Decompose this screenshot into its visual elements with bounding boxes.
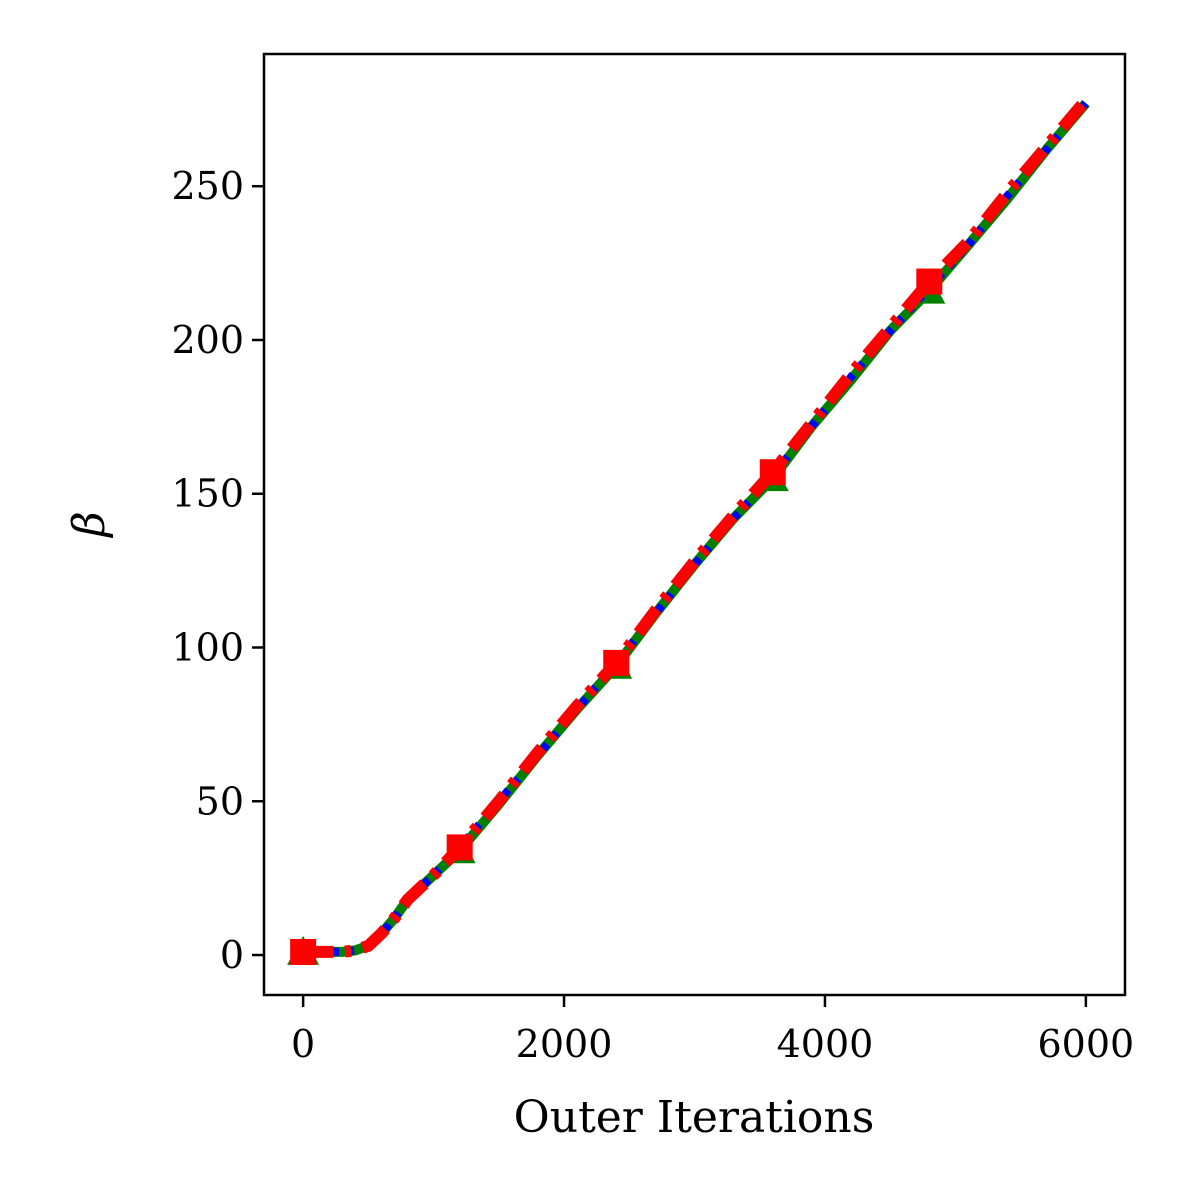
series-marker-2 (290, 938, 317, 965)
y-tick-label: 200 (171, 318, 244, 362)
y-axis-label: β (64, 511, 115, 538)
series-marker-2 (603, 649, 630, 676)
series-line-1 (303, 100, 1089, 956)
plot-area (287, 96, 1091, 965)
x-axis-label: Outer Iterations (514, 1092, 875, 1143)
series-line-2 (303, 96, 1091, 958)
series-marker-2 (446, 834, 473, 861)
y-tick-label: 0 (220, 933, 244, 977)
x-tick-label: 2000 (516, 1022, 613, 1066)
y-tick-label: 50 (196, 779, 244, 823)
series-line-0 (303, 99, 1090, 957)
axis-ticks: 0 2000 4000 6000 0 50 100 150 200 250 (171, 164, 1134, 1066)
x-tick-label: 4000 (777, 1022, 874, 1066)
series-marker-2 (916, 268, 943, 295)
series-marker-2 (759, 459, 786, 486)
y-tick-label: 150 (171, 472, 244, 516)
x-tick-label: 6000 (1038, 1022, 1135, 1066)
axes-frame (262, 52, 1127, 997)
y-tick-label: 250 (171, 164, 244, 208)
x-tick-label: 0 (291, 1022, 315, 1066)
y-tick-label: 100 (171, 626, 244, 670)
